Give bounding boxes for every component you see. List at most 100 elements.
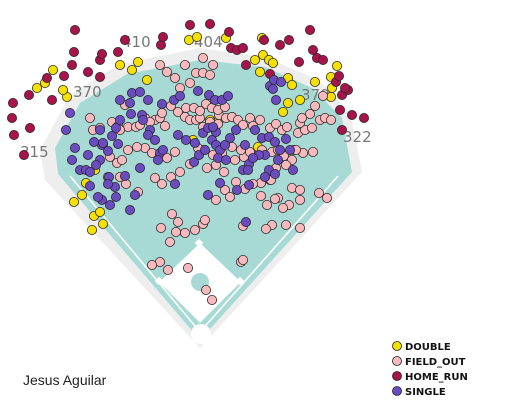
hit-point-field-out	[280, 159, 291, 170]
hit-point-single	[249, 125, 260, 136]
hit-point-single	[113, 138, 124, 149]
hit-point-field-out	[197, 53, 208, 64]
hit-point-single	[189, 137, 200, 148]
hit-point-home-run	[184, 19, 195, 30]
hit-point-single	[85, 180, 96, 191]
hit-point-single	[275, 77, 286, 88]
hit-point-single	[142, 129, 153, 140]
hit-point-single	[272, 154, 283, 165]
hit-point-field-out	[206, 294, 217, 305]
hit-point-field-out	[174, 166, 185, 177]
legend-item-field-out: FIELD_OUT	[392, 356, 466, 368]
legend-item-single: SINGLE	[392, 386, 446, 398]
hit-point-home-run	[293, 57, 304, 68]
hit-point-field-out	[210, 194, 221, 205]
hit-point-home-run	[47, 95, 58, 106]
hit-point-home-run	[120, 35, 131, 46]
hit-point-home-run	[317, 55, 328, 66]
hit-point-single	[95, 125, 106, 136]
legend-label-field-out: FIELD_OUT	[405, 357, 466, 368]
hit-point-double	[32, 83, 43, 94]
hit-point-single	[137, 115, 148, 126]
hit-point-field-out	[154, 60, 165, 71]
hit-point-single	[111, 191, 122, 202]
hit-point-single	[107, 130, 118, 141]
hit-point-home-run	[24, 123, 35, 134]
hit-point-home-run	[69, 47, 80, 58]
hit-point-home-run	[83, 67, 94, 78]
hit-point-double	[331, 61, 342, 72]
hit-point-single	[103, 178, 114, 189]
base	[154, 276, 164, 286]
hit-point-double	[254, 67, 265, 78]
hit-point-single	[70, 142, 81, 153]
legend: DOUBLE FIELD_OUT HOME_RUN SINGLE	[392, 341, 468, 398]
hit-point-double	[286, 80, 297, 91]
legend-swatch-field-out	[392, 356, 402, 366]
hit-point-field-out	[156, 108, 167, 119]
hit-point-single	[125, 98, 136, 109]
hit-point-single	[242, 164, 253, 175]
hit-point-home-run	[283, 35, 294, 46]
hit-point-single	[280, 133, 291, 144]
legend-label-home-run: HOME_RUN	[405, 372, 468, 383]
hit-point-field-out	[306, 123, 317, 134]
hit-point-single	[85, 166, 96, 177]
hit-point-double	[277, 107, 288, 118]
hit-point-field-out	[159, 121, 170, 132]
hit-point-field-out	[277, 202, 288, 213]
hit-point-home-run	[8, 129, 19, 140]
hit-point-field-out	[237, 120, 248, 131]
hit-point-home-run	[7, 98, 18, 109]
hit-point-single	[103, 145, 114, 156]
hit-point-single	[269, 136, 280, 147]
hit-point-field-out	[182, 262, 193, 273]
hit-point-single	[172, 129, 183, 140]
hit-point-home-run	[339, 83, 350, 94]
hit-point-single	[247, 152, 258, 163]
hit-point-field-out	[294, 194, 305, 205]
hit-point-home-run	[42, 73, 53, 84]
hit-point-double	[95, 206, 106, 217]
hit-point-double	[115, 60, 126, 71]
hit-point-single	[65, 108, 76, 119]
hit-point-field-out	[304, 109, 315, 120]
hit-point-field-out	[325, 115, 336, 126]
hit-point-home-run	[113, 47, 124, 58]
hit-point-home-run	[23, 90, 34, 101]
hit-point-single	[222, 91, 233, 102]
hit-point-single	[231, 184, 242, 195]
hit-point-single	[188, 156, 199, 167]
hit-point-single	[126, 109, 137, 120]
hit-point-double	[282, 98, 293, 109]
hit-point-field-out	[296, 113, 307, 124]
hit-point-home-run	[237, 43, 248, 54]
hit-point-field-out	[179, 60, 190, 71]
hit-point-field-out	[199, 214, 210, 225]
hit-point-field-out	[149, 172, 160, 183]
hit-point-field-out	[85, 113, 96, 124]
hit-point-field-out	[169, 73, 180, 84]
hit-point-single	[129, 189, 140, 200]
hit-point-field-out	[155, 222, 166, 233]
base	[235, 276, 245, 286]
hit-point-field-out	[309, 101, 320, 112]
hit-point-double	[87, 224, 98, 235]
hit-point-home-run	[336, 125, 347, 136]
legend-swatch-single	[392, 386, 402, 396]
hit-point-single	[230, 125, 241, 136]
hit-point-single	[89, 136, 100, 147]
hit-point-single	[93, 191, 104, 202]
hit-point-single	[214, 177, 225, 188]
hit-point-single	[202, 189, 213, 200]
hit-point-single	[259, 171, 270, 182]
hit-point-field-out	[224, 191, 235, 202]
hit-point-single	[207, 122, 218, 133]
hit-point-field-out	[117, 154, 128, 165]
hit-point-single	[274, 144, 285, 155]
hit-point-field-out	[156, 178, 167, 189]
hit-point-field-out	[229, 154, 240, 165]
hit-point-single	[61, 125, 72, 136]
hit-point-field-out	[162, 264, 173, 275]
